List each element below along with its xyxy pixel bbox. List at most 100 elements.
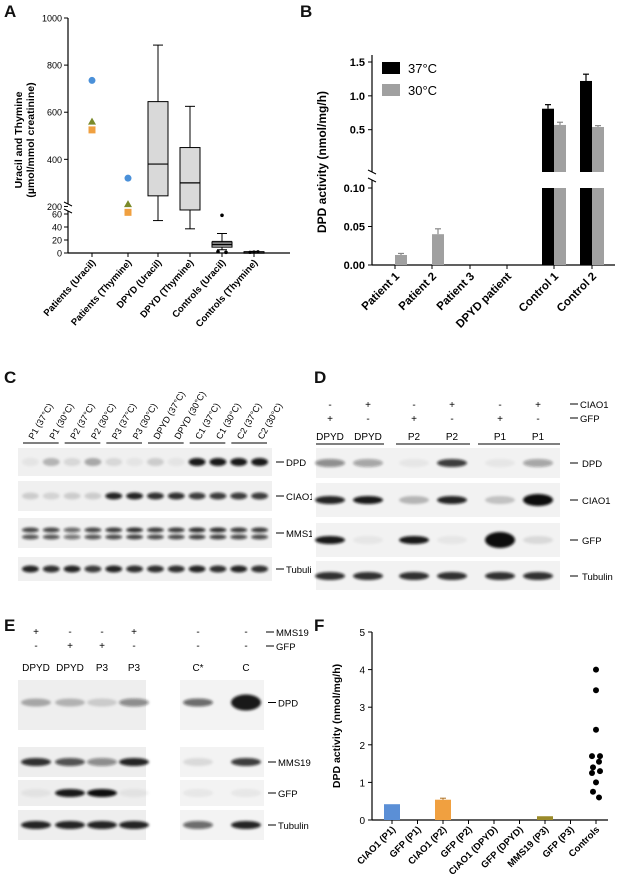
legend-label: 37°C [408, 61, 437, 76]
y-axis-label: DPD activity (nmol/mg/h) [315, 91, 329, 233]
band [63, 527, 81, 533]
band [147, 565, 164, 573]
band [126, 527, 143, 533]
bar [384, 804, 400, 820]
data-point [248, 250, 252, 254]
band-label: MMS19 [286, 529, 312, 540]
row-label: MMS19 [276, 628, 309, 639]
ciao1-sign: - [328, 400, 331, 411]
x-tick-label: Patient 2 [397, 271, 439, 313]
control-point [597, 753, 603, 760]
band [399, 572, 429, 580]
band [188, 534, 206, 540]
band-label: DPD [286, 458, 306, 469]
band [105, 492, 123, 500]
band [167, 534, 185, 540]
band [147, 534, 164, 540]
band-label: DPD [582, 459, 602, 470]
blot-c: P1 (37°C)P1 (30°C)P2 (37°C)P2 (30°C)P3 (… [18, 390, 312, 581]
bar-1-lower [554, 188, 566, 265]
band-label: Tubulin [278, 821, 309, 832]
band [353, 496, 383, 504]
band [230, 527, 248, 533]
x-tick-label: Controls (Thymine) [194, 258, 260, 330]
mms19-sign: + [33, 627, 39, 638]
y-tick-label: 20 [52, 236, 62, 246]
y-tick-label: 0 [359, 816, 365, 827]
gfp-sign: - [34, 641, 37, 652]
y-axis-label-line: Uracil and Thymine [13, 91, 25, 188]
band-label: CIAO1 [286, 492, 312, 503]
chart-b-dpd-activity: 0.5 1.0 1.5 0.00 0.05 0.10 DPD activity (nmol/… [315, 55, 615, 331]
band [63, 492, 81, 500]
row-label: GFP [580, 414, 600, 425]
band [209, 534, 227, 540]
control-point [593, 726, 599, 733]
band [22, 534, 39, 540]
band [315, 459, 345, 467]
bar-1-upper [554, 124, 566, 172]
gfp-sign: + [497, 414, 503, 425]
lane-label: P1 [494, 432, 507, 443]
band [188, 565, 206, 573]
panel-label-c: C [4, 368, 17, 387]
band-label: DPD [278, 699, 298, 710]
gfp-sign: - [450, 414, 453, 425]
band [230, 565, 248, 573]
band [84, 492, 102, 500]
axis-break [367, 169, 377, 175]
data-point [252, 250, 256, 254]
band [105, 565, 123, 573]
gfp-sign: - [366, 414, 369, 425]
bar-0-lower [580, 188, 592, 265]
bar-0-lower [542, 188, 554, 265]
axis-break [63, 208, 73, 214]
band [485, 459, 515, 467]
y-tick-label: 600 [47, 108, 62, 118]
band [126, 458, 143, 466]
y-tick-label: 1.5 [350, 57, 365, 69]
band [87, 698, 117, 707]
control-point [597, 768, 603, 775]
band-label: GFP [278, 789, 298, 800]
band [105, 534, 123, 540]
band [188, 492, 206, 500]
band [183, 758, 213, 766]
control-point [596, 794, 602, 801]
blot-strip [18, 557, 272, 581]
control-point [593, 687, 599, 694]
box [147, 101, 169, 197]
bar [435, 799, 451, 820]
band [87, 821, 117, 829]
band [231, 758, 261, 766]
mms19-sign: - [100, 627, 103, 638]
outlier-point [220, 213, 224, 218]
band [21, 789, 51, 797]
band [42, 492, 60, 500]
band [315, 536, 345, 544]
band [209, 458, 227, 466]
band [147, 458, 164, 466]
gfp-sign: + [327, 414, 333, 425]
band [251, 492, 268, 500]
box [179, 147, 201, 211]
band [523, 572, 553, 580]
control-point [596, 758, 602, 765]
lane-label: C [242, 663, 249, 674]
band [84, 527, 102, 533]
band [42, 458, 60, 466]
band [21, 698, 51, 707]
band [251, 565, 268, 573]
band [22, 565, 39, 573]
data-point-square [124, 208, 132, 216]
band [230, 458, 248, 466]
band [251, 458, 268, 466]
band [119, 758, 149, 766]
gfp-sign: + [99, 641, 105, 652]
panel-label-d: D [314, 368, 327, 387]
axis-break [367, 177, 377, 183]
band [126, 492, 143, 500]
y-tick-label: 5 [359, 628, 365, 639]
legend-swatch [382, 62, 400, 74]
y-tick-label: 400 [47, 155, 62, 165]
